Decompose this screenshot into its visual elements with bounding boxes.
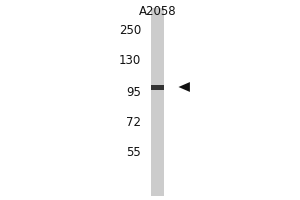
Text: A2058: A2058 bbox=[139, 5, 176, 18]
Text: 130: 130 bbox=[119, 54, 141, 68]
Text: 95: 95 bbox=[126, 86, 141, 98]
Polygon shape bbox=[178, 82, 190, 92]
Bar bbox=[151, 84, 164, 90]
Bar bbox=[151, 8, 164, 196]
Text: 72: 72 bbox=[126, 116, 141, 130]
Text: 250: 250 bbox=[119, 24, 141, 38]
Text: 55: 55 bbox=[126, 146, 141, 160]
